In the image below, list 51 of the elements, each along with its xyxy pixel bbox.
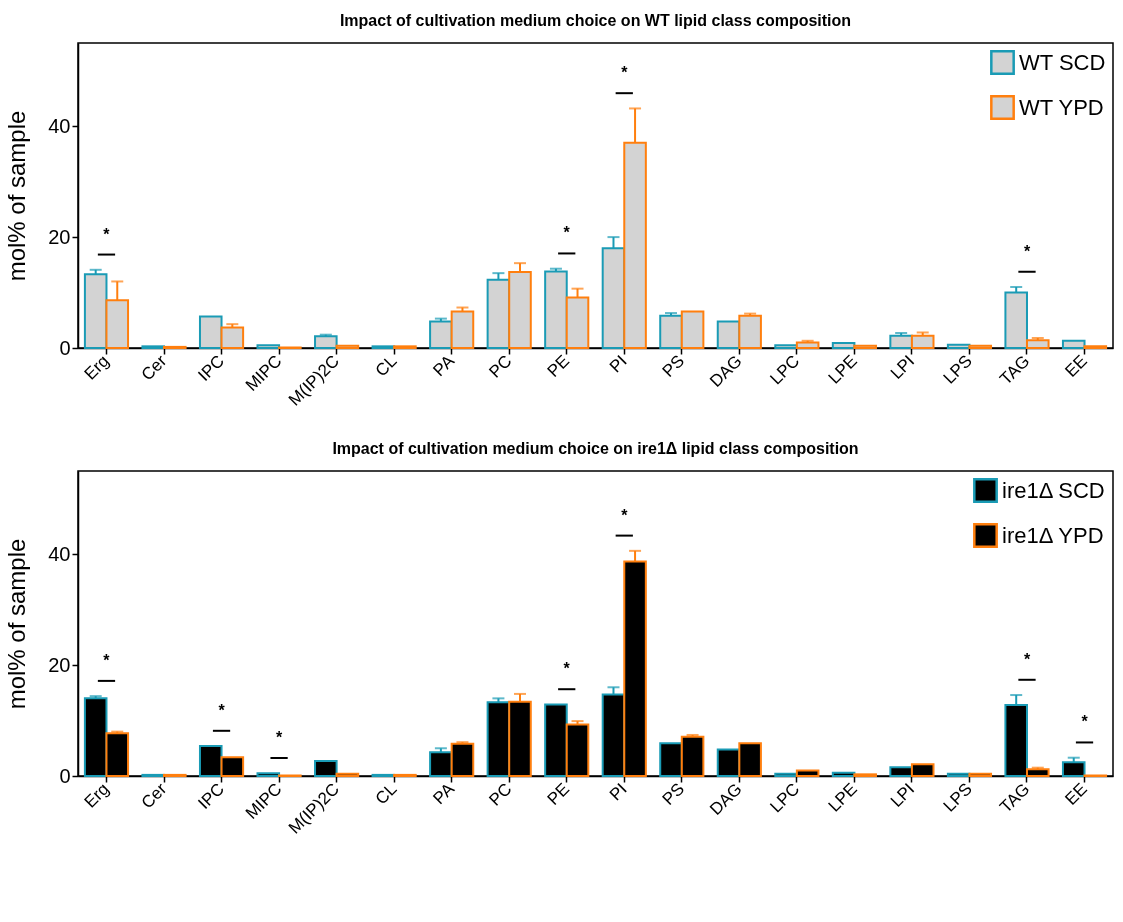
x-tick-label: EE — [1061, 351, 1091, 381]
annotation: * — [621, 64, 629, 82]
x-tick-label: EE — [1061, 779, 1091, 809]
legend-label: ire1Δ YPD — [1002, 522, 1104, 548]
legend-label: ire1Δ SCD — [1002, 477, 1105, 503]
y-tick-label: 40 — [48, 542, 71, 565]
chart-title: Impact of cultivation medium choice on ire1Δ lipid class composition — [332, 440, 859, 457]
y-tick-label: 0 — [59, 764, 71, 787]
x-tick-label: PA — [429, 778, 459, 809]
x-tick-label: PI — [605, 779, 631, 805]
annotation: * — [563, 224, 571, 242]
y-axis-title: mol% of sample — [3, 538, 31, 710]
x-tick-label: PI — [605, 351, 631, 377]
x-tick-label: TAG — [996, 779, 1034, 817]
annotation: * — [103, 651, 111, 669]
legend-label: WT SCD — [1019, 49, 1106, 75]
x-tick-label: IPC — [194, 779, 228, 813]
x-tick-label: PE — [543, 351, 574, 381]
x-tick-label: CL — [371, 779, 401, 809]
annotation: * — [621, 506, 629, 524]
x-tick-label: LPC — [766, 351, 804, 389]
x-tick-label: CL — [371, 351, 401, 381]
y-tick-label: 0 — [59, 336, 71, 359]
x-tick-label: PS — [658, 779, 689, 809]
annotation: * — [563, 660, 571, 678]
x-tick-label: LPC — [766, 779, 804, 817]
annotation: * — [218, 701, 226, 719]
annotation: * — [103, 225, 111, 243]
legend-label: WT YPD — [1019, 94, 1104, 120]
y-axis-title: mol% of sample — [3, 110, 31, 282]
x-tick-label: Cer — [137, 779, 171, 813]
chart-title: Impact of cultivation medium choice on WT lipid class composition — [339, 12, 852, 29]
x-tick-label: TAG — [996, 351, 1034, 389]
x-tick-label: PC — [485, 351, 516, 382]
x-tick-label: Cer — [137, 351, 171, 385]
x-tick-label: PE — [543, 779, 574, 809]
x-tick-label: LPI — [886, 779, 919, 811]
x-tick-label: IPC — [194, 351, 228, 385]
x-tick-label: PS — [658, 351, 689, 381]
annotation: * — [1023, 242, 1031, 260]
x-tick-label: PA — [429, 350, 459, 381]
annotation: * — [1023, 650, 1031, 668]
y-tick-label: 20 — [48, 225, 71, 248]
x-tick-label: Erg — [80, 779, 113, 812]
y-tick-label: 20 — [48, 653, 71, 676]
annotation: * — [275, 728, 283, 746]
x-tick-label: PC — [485, 779, 516, 810]
y-tick-label: 40 — [48, 114, 71, 137]
x-tick-label: Erg — [80, 351, 113, 384]
annotation: * — [1081, 713, 1089, 731]
x-tick-label: LPI — [886, 351, 919, 383]
